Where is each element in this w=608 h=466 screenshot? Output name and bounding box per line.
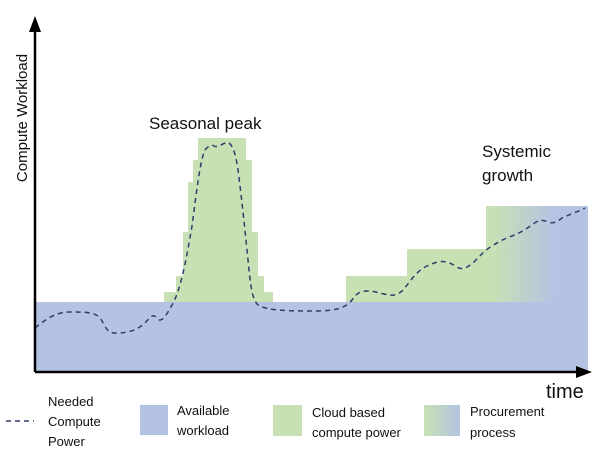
needed-compute-line <box>34 141 586 334</box>
legend-procurement-swatch <box>424 405 460 436</box>
x-axis-label: time <box>546 381 584 403</box>
seasonal-peak-cloud-area <box>164 138 273 302</box>
legend-cloud-compute: Cloud based compute power <box>273 405 402 440</box>
x-axis-arrowhead <box>576 366 592 378</box>
legend-needed-line1: Needed <box>48 394 94 409</box>
systemic-growth-label-line2: growth <box>482 166 533 185</box>
legend-cloud-line1: Cloud based <box>312 405 385 420</box>
legend-procurement-line2: process <box>470 425 516 440</box>
legend-needed-line3: Power <box>48 434 86 449</box>
systemic-growth-area <box>346 206 588 302</box>
legend-available-line1: Available <box>177 403 230 418</box>
legend-available-swatch <box>140 405 168 435</box>
legend-available-line2: workload <box>176 423 229 438</box>
legend-needed-compute: Needed Compute Power <box>6 394 101 449</box>
legend-needed-line2: Compute <box>48 414 101 429</box>
legend-cloud-swatch <box>273 405 302 436</box>
y-axis-label: Compute Workload <box>14 54 31 182</box>
legend-available-workload: Available workload <box>140 403 230 438</box>
legend-procurement-line1: Procurement <box>470 404 545 419</box>
systemic-growth-label-line1: Systemic <box>482 142 551 161</box>
available-workload-area <box>35 302 588 372</box>
legend-cloud-line2: compute power <box>312 425 402 440</box>
seasonal-peak-label: Seasonal peak <box>149 114 262 133</box>
legend-procurement: Procurement process <box>424 404 545 440</box>
y-axis-arrowhead <box>29 16 41 32</box>
